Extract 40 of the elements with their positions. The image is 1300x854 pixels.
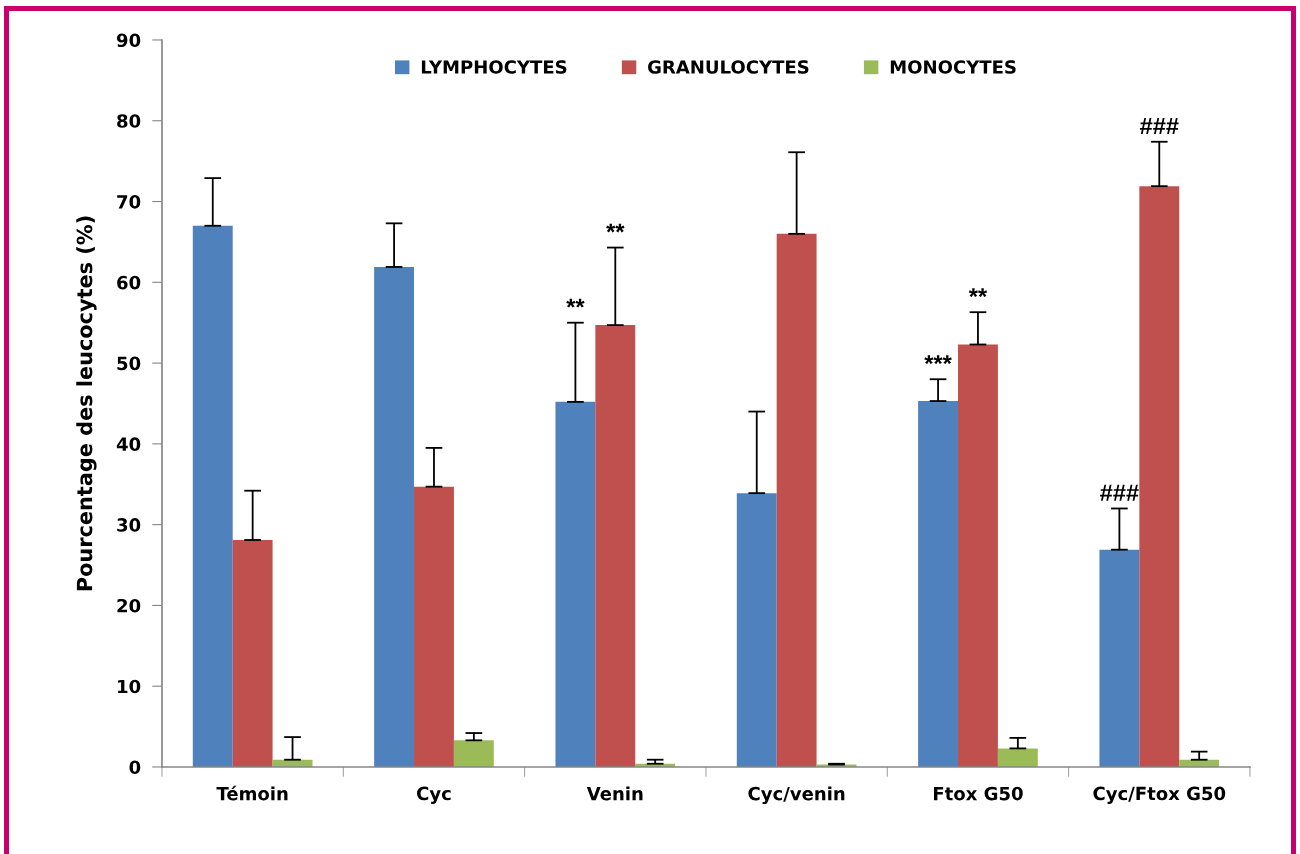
annotation: **	[606, 223, 625, 233]
bar	[736, 493, 777, 767]
bar	[776, 233, 817, 767]
x-tick-label: Témoin	[216, 785, 288, 801]
y-tick-label: 0	[129, 760, 141, 775]
bar	[1139, 186, 1180, 767]
annotation: **	[566, 298, 585, 308]
y-tick-label: 90	[116, 33, 141, 48]
bar	[958, 344, 998, 767]
data-label: ###	[1139, 117, 1179, 135]
bar	[918, 401, 959, 767]
bar	[374, 266, 415, 767]
data-label: **	[968, 288, 988, 298]
x-tick-label: Ftox G50	[933, 786, 1023, 801]
bar	[192, 225, 233, 767]
bar	[453, 740, 494, 767]
data-label: ###	[1100, 484, 1139, 501]
y-tick-label: 50	[117, 356, 141, 371]
y-tick-label: 70	[117, 194, 141, 209]
y-tick-label: 60	[117, 275, 141, 290]
data-label: ***	[924, 355, 952, 365]
bar	[232, 539, 273, 767]
y-tick-label: 20	[117, 598, 141, 613]
y-tick-label: 30	[117, 518, 141, 532]
x-tick-label: Cyc/venin	[748, 786, 845, 805]
bar	[414, 486, 454, 767]
bar	[997, 748, 1038, 767]
bar	[1099, 549, 1140, 767]
bar	[555, 401, 596, 767]
legend-label: LYMPHOCYTES	[421, 60, 567, 74]
legend-label: MONOCYTES	[890, 60, 1016, 74]
x-tick-label: Cyc/Ftox G50	[1093, 786, 1226, 804]
y-tick-label: 40	[116, 437, 141, 451]
x-tick-label: Cyc	[417, 786, 451, 804]
legend-label: GRANULOCYTES	[648, 60, 809, 74]
bar	[595, 325, 636, 767]
y-axis-title: Pourcentage des leucocytes (%)	[76, 216, 97, 591]
x-tick-label: Venin	[586, 786, 643, 801]
y-tick-label: 10	[118, 679, 141, 694]
y-tick-label: 80	[117, 114, 141, 128]
